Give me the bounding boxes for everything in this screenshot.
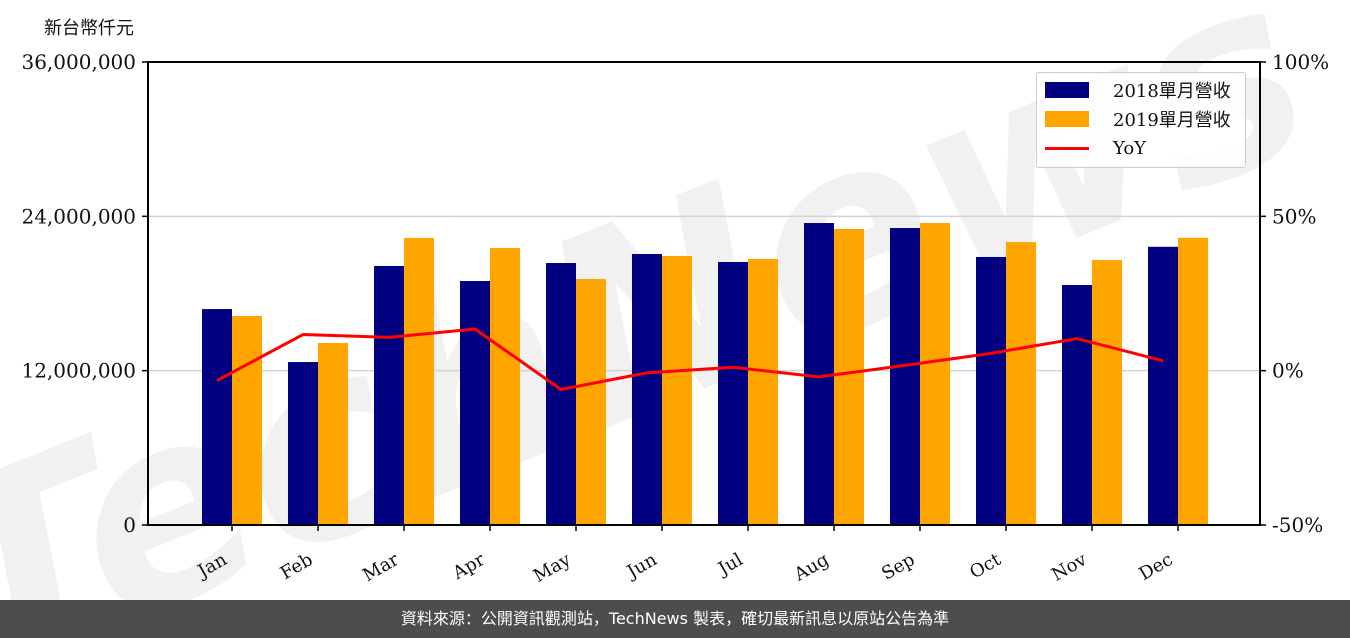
x-tick-label: Jun xyxy=(622,549,661,584)
y2-tick-label: -50% xyxy=(1272,513,1323,537)
legend-label: 2018單月營收 xyxy=(1113,81,1231,102)
bar-2018 xyxy=(374,265,404,525)
y-tick-label: 24,000,000 xyxy=(21,204,136,228)
x-tick-label: Nov xyxy=(1048,549,1091,586)
bar-2019 xyxy=(748,259,778,525)
axes xyxy=(147,61,1261,526)
bar-2019 xyxy=(1006,242,1036,526)
x-tick-label: May xyxy=(530,549,575,587)
bar-2019 xyxy=(1092,260,1122,525)
x-tick-label: Sep xyxy=(878,549,918,584)
legend: 2018單月營收 2019單月營收 YoY xyxy=(1036,72,1246,168)
bar-2018 xyxy=(1062,285,1092,525)
legend-line-yoy xyxy=(1045,146,1089,150)
bar-2019 xyxy=(318,343,348,525)
bar-2018 xyxy=(718,261,748,525)
bar-2019 xyxy=(490,247,520,525)
legend-item-2019: 2019單月營收 xyxy=(1045,108,1231,131)
y2-tick-label: 0% xyxy=(1272,359,1304,383)
x-tick-label: Aug xyxy=(790,549,833,586)
legend-item-yoy: YoY xyxy=(1045,137,1146,159)
bar-2018 xyxy=(1148,246,1178,526)
bar-2018 xyxy=(460,281,490,525)
y-tick-label: 0 xyxy=(123,513,136,537)
bar-2019 xyxy=(834,228,864,525)
yoy-line xyxy=(216,327,1164,391)
bar-2019 xyxy=(662,255,692,525)
right-axis-ticks: -50% 0% 50% 100% xyxy=(1260,50,1329,537)
bar-2018 xyxy=(288,362,318,525)
left-axis-ticks: 0 12,000,000 24,000,000 36,000,000 xyxy=(21,50,148,537)
legend-label: 2019單月營收 xyxy=(1113,110,1231,131)
x-tick-label: Jul xyxy=(713,549,747,581)
bar-2019 xyxy=(920,223,950,525)
bar-2019 xyxy=(1178,237,1208,525)
source-footer: 資料來源：公開資訊觀測站，TechNews 製表，確切最新訊息以原站公告為準 xyxy=(0,600,1350,638)
x-tick-label: Oct xyxy=(966,549,1005,584)
y2-tick-label: 50% xyxy=(1272,204,1316,228)
x-tick-label: Dec xyxy=(1136,549,1177,585)
bar-2019 xyxy=(404,237,434,525)
legend-label: YoY xyxy=(1113,137,1147,159)
bar-2019 xyxy=(576,278,606,525)
bar-2019 xyxy=(232,316,262,525)
yoy-polyline xyxy=(216,327,1164,391)
plot-frame xyxy=(147,61,1261,526)
y2-tick-label: 100% xyxy=(1272,50,1329,74)
y-tick-label: 36,000,000 xyxy=(21,50,136,74)
y-axis-unit-label: 新台幣仟元 xyxy=(44,18,134,39)
y-tick-label: 12,000,000 xyxy=(21,359,136,383)
bar-2018 xyxy=(632,254,662,525)
bar-2018 xyxy=(202,309,232,525)
legend-swatch-2018 xyxy=(1045,82,1089,98)
bar-2018 xyxy=(890,228,920,526)
bar-2018 xyxy=(976,256,1006,525)
bar-2018 xyxy=(546,263,576,525)
legend-swatch-2019 xyxy=(1045,111,1089,127)
bar-series xyxy=(202,223,1208,526)
legend-item-2018: 2018單月營收 xyxy=(1045,79,1231,102)
